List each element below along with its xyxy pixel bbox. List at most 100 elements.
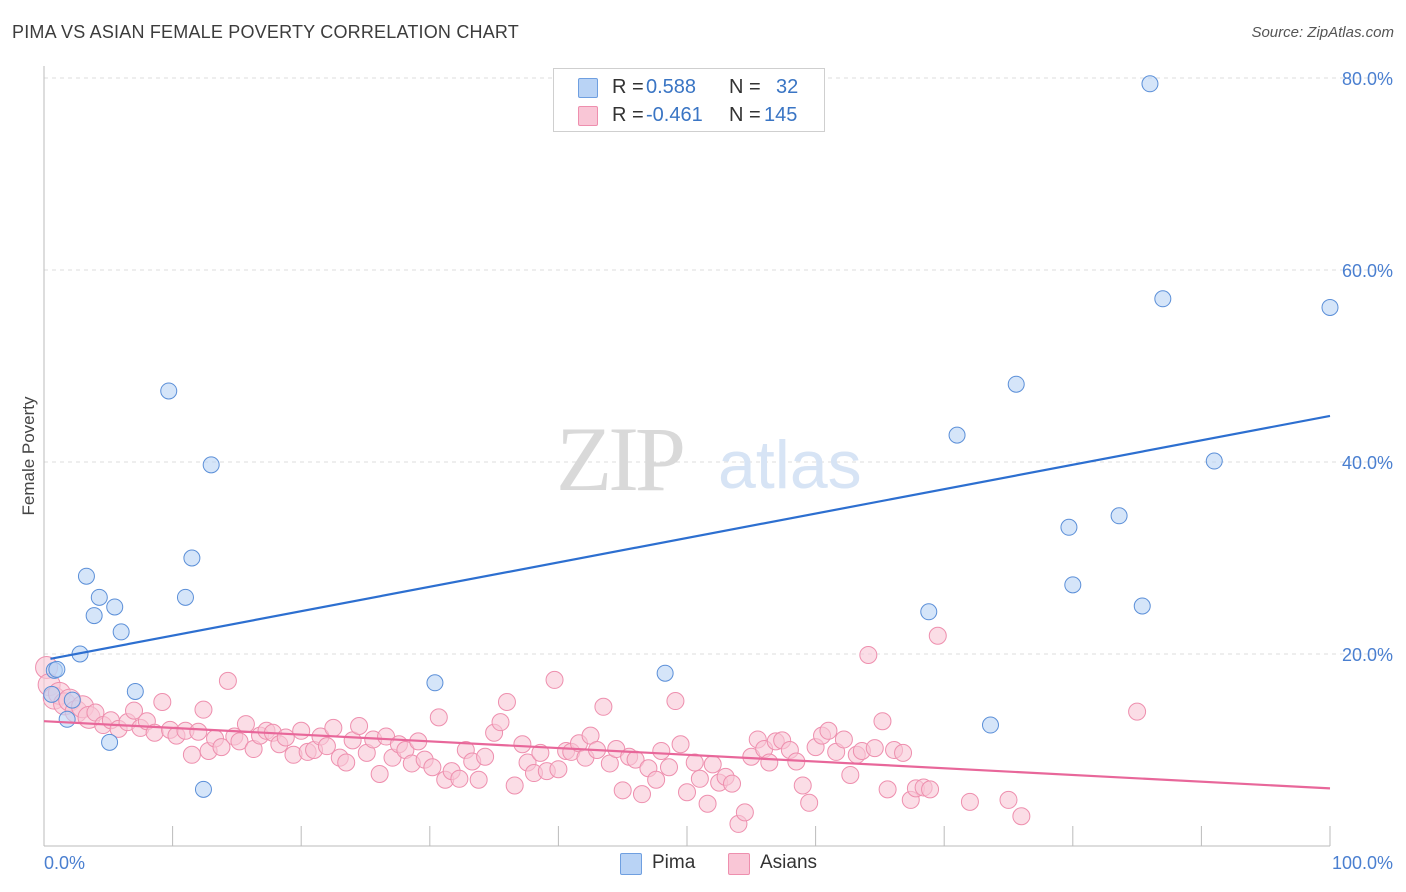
x-tick-label-0: 0.0%: [44, 853, 85, 873]
y-tick-labels: 20.0% 40.0% 60.0% 80.0%: [1342, 69, 1393, 665]
asians-point: [698, 794, 717, 813]
asians-point: [370, 765, 389, 783]
pima-point: [183, 549, 201, 567]
asians-point: [189, 722, 208, 741]
asians-point: [505, 776, 524, 795]
asians-point: [317, 737, 336, 756]
r-value: 0.588: [646, 76, 697, 98]
asians-point: [841, 765, 860, 784]
asians-point: [324, 718, 343, 737]
pima-point: [981, 716, 999, 734]
asians-point: [182, 745, 201, 764]
pima-point: [1205, 452, 1223, 470]
pima-point: [948, 426, 966, 444]
asians-point: [760, 753, 779, 772]
asians-point: [723, 774, 742, 793]
asians-point: [678, 783, 696, 802]
asians-point: [671, 735, 690, 754]
asians-point: [999, 790, 1018, 809]
asians-point: [429, 708, 448, 727]
asians-point: [153, 693, 172, 711]
pima-trend-line: [50, 414, 1331, 660]
asians-point: [513, 735, 532, 754]
asians-point: [659, 758, 678, 777]
asians-point: [350, 717, 369, 735]
pima-point: [176, 588, 194, 606]
asians-point: [594, 697, 613, 716]
asians-point: [292, 721, 311, 740]
asians-point: [647, 770, 666, 789]
asians-point: [476, 747, 495, 766]
asians-point: [218, 671, 237, 690]
asians-point: [873, 712, 892, 731]
pima-point: [106, 598, 124, 616]
asians-legend-label: Asians: [760, 852, 818, 873]
pima-point: [1141, 75, 1159, 93]
pima-point: [43, 685, 61, 703]
asians-point: [834, 730, 853, 749]
asians-point: [894, 743, 913, 762]
asians-point: [921, 780, 940, 799]
y-tick-label: 60.0%: [1342, 261, 1393, 281]
asians-point: [194, 700, 213, 719]
pima-swatch: [578, 78, 598, 98]
n-value: 145: [764, 104, 798, 126]
pima-point: [194, 780, 212, 798]
pima-point: [656, 664, 674, 682]
asians-point: [1012, 807, 1031, 826]
correlation-legend: R = 0.588 N = 32 R = -0.461 N = 145: [553, 68, 825, 132]
asians-point: [685, 753, 704, 772]
pima-point: [63, 691, 81, 709]
y-tick-label: 20.0%: [1342, 645, 1393, 665]
asians-point: [878, 780, 897, 799]
n-label: N =: [729, 76, 761, 98]
pima-point: [112, 623, 130, 641]
r-value: -0.461: [646, 104, 703, 126]
legend-row-pima: R = 0.588 N = 32: [554, 74, 824, 100]
pima-point: [1110, 507, 1128, 525]
pima-point: [1321, 298, 1339, 316]
asians-trend-line: [43, 720, 1331, 790]
pima-point: [85, 607, 103, 625]
asians-point: [865, 739, 884, 758]
asians-point: [276, 728, 295, 747]
asians-point: [337, 753, 356, 772]
watermark-atlas: atlas: [718, 427, 862, 503]
asians-point: [423, 758, 442, 777]
pima-point: [126, 682, 144, 700]
asians-point: [800, 793, 819, 812]
pima-legend-swatch: [620, 853, 642, 875]
legend-row-asians: R = -0.461 N = 145: [554, 102, 824, 128]
pima-point: [48, 660, 66, 678]
chart-title: PIMA VS ASIAN FEMALE POVERTY CORRELATION…: [12, 22, 519, 42]
asians-swatch: [578, 106, 598, 126]
pima-legend-label: Pima: [652, 852, 696, 873]
y-axis-label: Female Poverty: [19, 396, 38, 516]
pima-point: [426, 674, 444, 692]
asians-point: [469, 770, 488, 789]
asians-point: [690, 769, 709, 788]
y-tick-label: 80.0%: [1342, 69, 1393, 89]
asians-point: [531, 743, 550, 762]
pima-point: [1060, 518, 1078, 536]
pima-point: [202, 456, 220, 474]
y-tick-label: 40.0%: [1342, 453, 1393, 473]
pima-point: [1007, 375, 1025, 393]
asians-point: [450, 769, 469, 788]
asians-point: [666, 692, 685, 711]
r-label: R =: [612, 104, 644, 126]
asians-point: [236, 715, 255, 734]
pima-point: [1064, 576, 1082, 594]
pima-point: [1154, 290, 1172, 308]
pima-point: [920, 603, 938, 621]
pima-point: [1133, 597, 1151, 615]
asians-point: [632, 785, 651, 804]
axes: [43, 66, 1331, 847]
asians-point: [497, 693, 516, 711]
asians-point: [928, 626, 947, 645]
series-pima: [43, 75, 1339, 798]
asians-point: [703, 755, 722, 774]
n-label: N =: [729, 104, 761, 126]
pima-point: [90, 588, 108, 606]
